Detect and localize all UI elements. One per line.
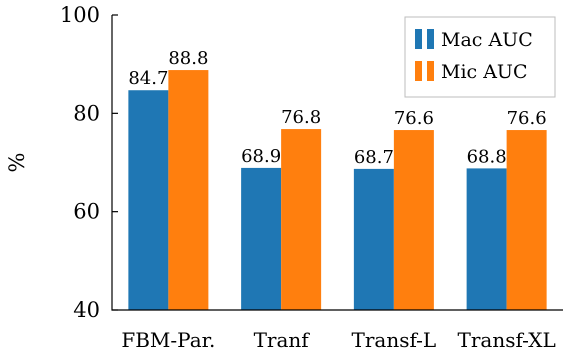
bar-value-label: 88.8 — [168, 48, 208, 69]
bar — [353, 168, 394, 310]
x-tick-label: Transf-L — [352, 328, 437, 352]
y-tick-label: 80 — [73, 101, 100, 125]
legend-swatch — [415, 29, 422, 49]
bar-value-label: 68.9 — [241, 146, 281, 167]
bar — [466, 168, 507, 310]
bar-value-label: 76.6 — [507, 108, 547, 129]
y-axis-label: % — [5, 153, 29, 173]
bar-value-label: 76.6 — [394, 108, 434, 129]
bar — [393, 130, 434, 310]
x-tick-label: Transf-XL — [458, 328, 556, 352]
y-tick-label: 100 — [60, 3, 100, 27]
bar-value-label: 68.7 — [354, 147, 394, 168]
bar — [241, 167, 282, 310]
legend-label: Mac AUC — [441, 29, 533, 51]
legend: Mac AUC Mic AUC — [404, 16, 556, 98]
y-tick-label: 60 — [73, 200, 100, 224]
legend-swatch — [415, 61, 422, 81]
x-tick-label: FBM-Par. — [121, 328, 215, 352]
legend-swatch — [427, 29, 434, 49]
legend-label: Mic AUC — [441, 61, 527, 83]
y-tick-label: 40 — [73, 298, 100, 322]
bar — [168, 70, 209, 310]
bar-value-label: 84.7 — [128, 68, 168, 89]
legend-swatch — [427, 61, 434, 81]
bar-value-label: 76.8 — [281, 107, 321, 128]
plot-area: 84.788.8FBM-Par.68.976.8Tranf68.776.6Tra… — [60, 3, 563, 352]
bar — [128, 90, 169, 310]
bar — [506, 130, 547, 310]
x-tick-label: Tranf — [254, 328, 311, 352]
bar-value-label: 68.8 — [467, 146, 507, 167]
bar — [281, 129, 322, 310]
